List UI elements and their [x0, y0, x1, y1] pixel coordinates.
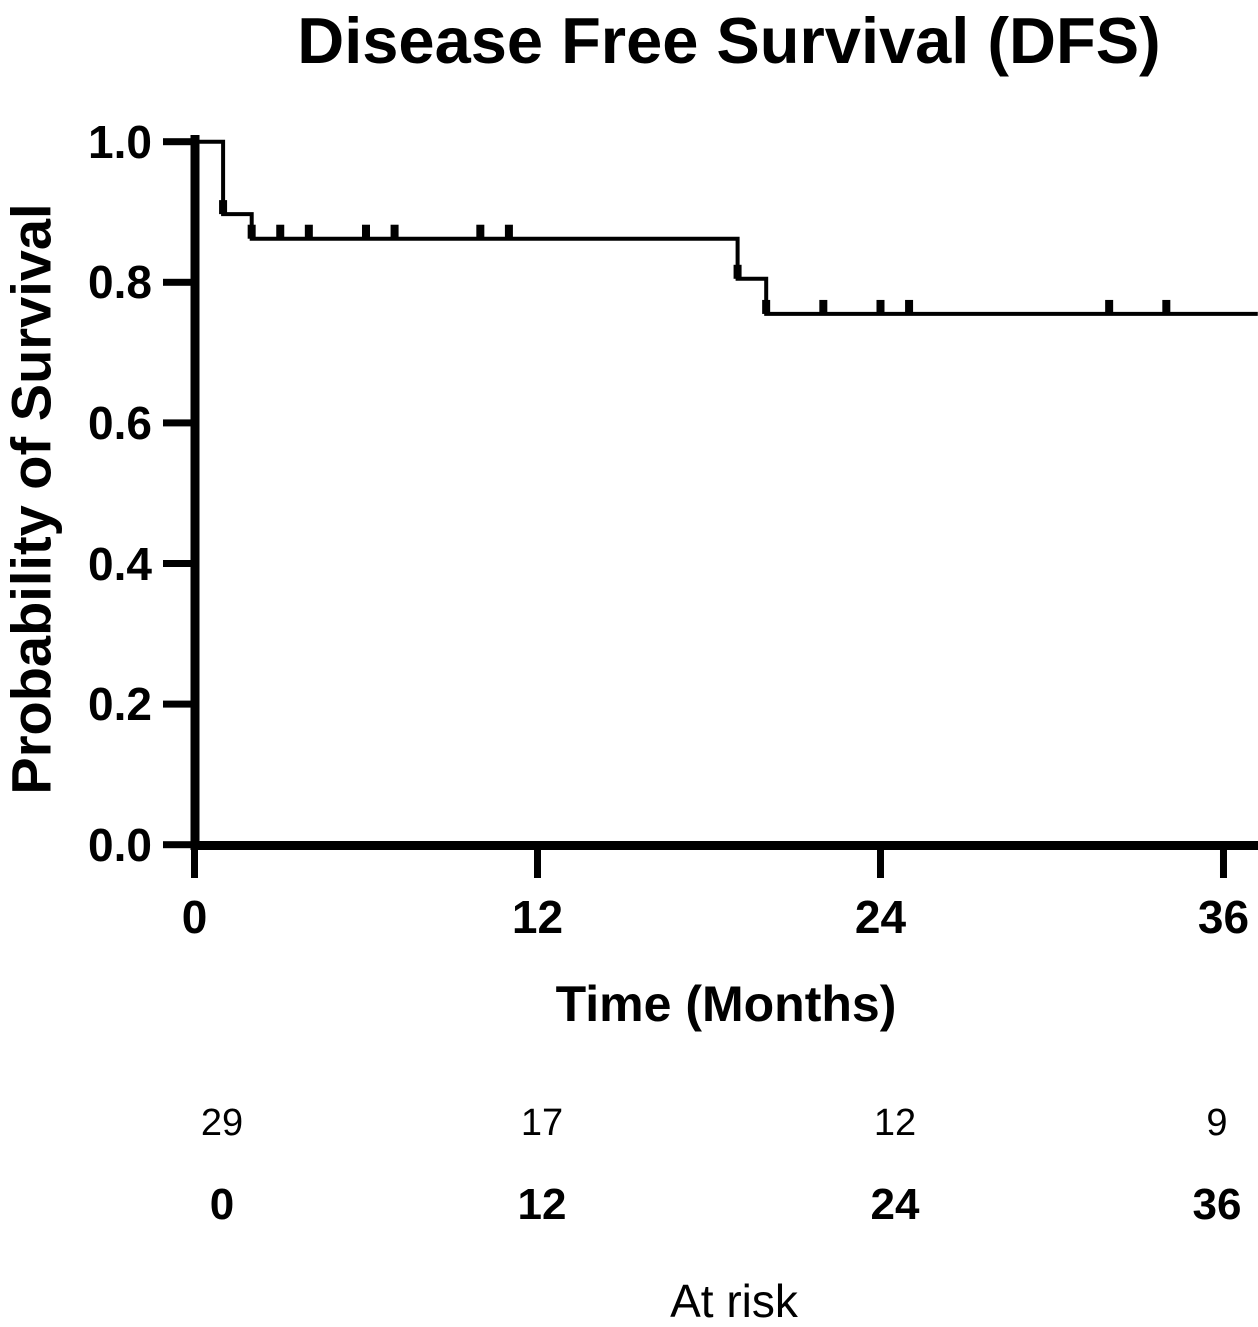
at-risk-caption: At risk	[670, 1275, 798, 1327]
censor-tick-mark	[1105, 299, 1114, 314]
x-axis-title: Time (Months)	[555, 976, 897, 1032]
y-axis-tick-label: 1.0	[88, 115, 152, 168]
at-risk-count: 12	[873, 1102, 917, 1144]
x-axis-line	[190, 841, 1258, 850]
y-axis-line	[190, 135, 200, 850]
y-axis-tick	[163, 419, 199, 427]
x-axis-tick	[1219, 841, 1227, 878]
censor-tick-mark	[762, 299, 771, 314]
censor-tick-mark	[876, 299, 885, 314]
x-axis-tick-label: 36	[1197, 891, 1250, 943]
at-risk-count: 17	[520, 1102, 564, 1144]
at-risk-time: 0	[209, 1180, 235, 1229]
censor-tick-mark	[733, 264, 742, 279]
y-axis-tick	[163, 560, 199, 567]
x-axis-tick	[191, 841, 198, 878]
censor-tick-mark	[476, 224, 485, 239]
y-axis-tick-label: 0.2	[88, 678, 152, 731]
x-axis-tick-label: 12	[511, 891, 564, 943]
censor-tick-mark	[504, 224, 513, 239]
x-axis-tick-label: 24	[854, 891, 907, 943]
at-risk-time: 36	[1192, 1180, 1242, 1229]
y-axis-tick-label: 0.6	[88, 396, 152, 449]
censor-tick-mark	[819, 299, 828, 314]
y-axis-tick	[163, 138, 199, 146]
x-axis-tick-label: 0	[181, 891, 208, 943]
censor-tick-mark	[361, 224, 370, 239]
x-axis-tick	[876, 841, 884, 878]
at-risk-time: 12	[517, 1180, 567, 1229]
y-axis-tick	[163, 841, 199, 849]
survival-curve	[195, 139, 1258, 316]
chart-title: Disease Free Survival (DFS)	[297, 4, 1161, 77]
at-risk-count: 29	[200, 1102, 244, 1144]
y-axis-tick	[163, 700, 199, 708]
y-axis-tick-label: 0.8	[88, 256, 152, 309]
censor-tick-mark	[247, 224, 256, 239]
censor-tick-mark	[1162, 299, 1171, 314]
censor-tick-mark	[390, 224, 399, 239]
censor-tick-mark	[276, 224, 285, 239]
censor-tick-mark	[304, 224, 313, 239]
at-risk-count: 9	[1206, 1102, 1228, 1144]
censor-tick-mark	[905, 299, 914, 314]
at-risk-time: 24	[870, 1180, 920, 1229]
y-axis-tick-label: 0.4	[88, 537, 152, 590]
y-axis-tick-label: 0.0	[88, 818, 152, 871]
y-axis-tick	[163, 278, 199, 286]
censor-tick-mark	[219, 200, 228, 215]
x-axis-tick	[533, 841, 541, 878]
